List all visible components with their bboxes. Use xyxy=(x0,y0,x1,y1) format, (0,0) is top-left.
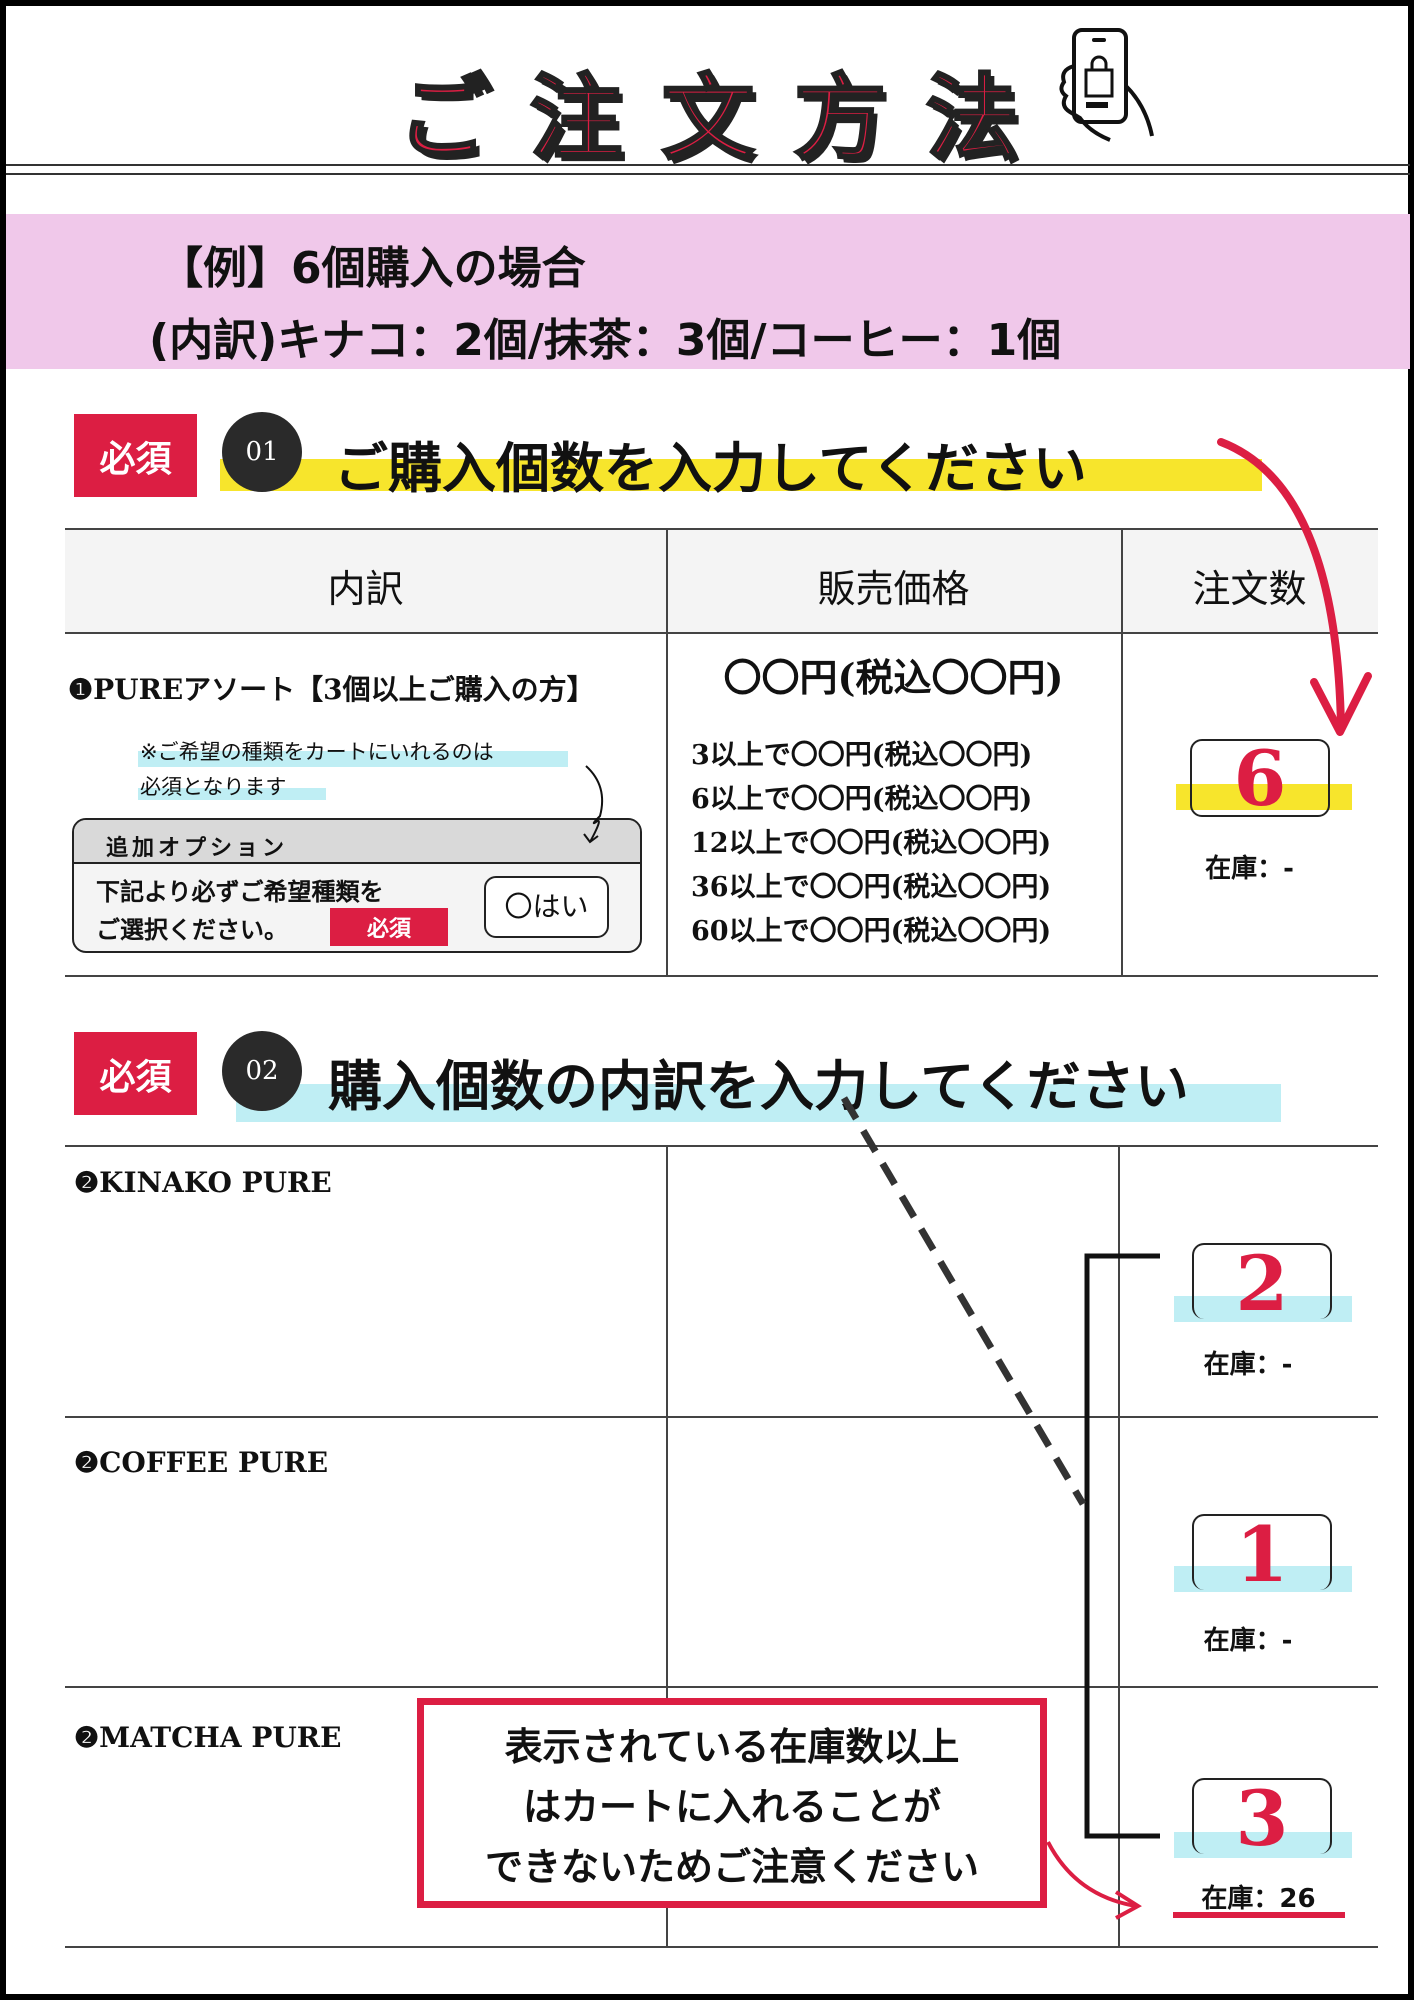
price-tier: 6以上で〇〇円(税込〇〇円) xyxy=(691,784,1033,815)
rule xyxy=(65,1416,1378,1418)
price-tier: 12以上で〇〇円(税込〇〇円) xyxy=(691,828,1052,859)
price-tiers: 3以上で〇〇円(税込〇〇円) 6以上で〇〇円(税込〇〇円) 12以上で〇〇円(税… xyxy=(691,734,1051,954)
red-underline xyxy=(1173,1912,1345,1918)
small-red-arrow-icon xyxy=(1046,1841,1137,1908)
stock-label: 在庫：- xyxy=(1203,1626,1293,1656)
step1-heading: ご購入個数を入力してください xyxy=(334,436,1087,500)
rule xyxy=(65,528,1378,530)
rule xyxy=(666,528,668,976)
quantity-value: 6 xyxy=(1233,734,1287,823)
step-number: 02 xyxy=(222,1031,302,1111)
curly-arrow-icon xyxy=(583,765,604,844)
warning-line: 表示されている在庫数以上 xyxy=(504,1725,960,1769)
red-arrowhead-icon xyxy=(1310,672,1372,736)
quantity-value: 1 xyxy=(1235,1510,1289,1599)
item-pure-assort: ❶PUREアソート【3個以上ご購入の方】 xyxy=(68,673,595,706)
step2-heading: 購入個数の内訳を入力してください xyxy=(328,1054,1189,1118)
price-tier: 60以上で〇〇円(税込〇〇円) xyxy=(691,916,1052,947)
option-text: 下記より必ずご希望種類を xyxy=(96,878,384,906)
stock-label: 在庫：- xyxy=(1203,1350,1293,1380)
quantity-input[interactable] xyxy=(1192,1778,1332,1854)
required-badge: 必須 xyxy=(330,908,448,946)
stock-warning-box: 表示されている在庫数以上 はカートに入れることが できないためご注意ください xyxy=(417,1698,1047,1908)
cyan-highlight xyxy=(138,751,568,767)
quantity-value: 3 xyxy=(1235,1774,1289,1863)
item-coffee: ❷COFFEE PURE xyxy=(74,1446,329,1479)
note-line: 必須となります xyxy=(140,775,287,799)
warning-line: できないためご注意ください xyxy=(484,1845,979,1889)
header-breakdown: 内訳 xyxy=(327,567,404,611)
rule xyxy=(65,632,1378,634)
divider xyxy=(6,164,1410,166)
yellow-highlight xyxy=(220,459,1262,491)
rule xyxy=(65,1145,1378,1147)
quantity-input[interactable] xyxy=(1192,1243,1332,1319)
rule xyxy=(65,1686,1378,1688)
bracket-icon xyxy=(1084,1253,1160,1839)
item-kinako: ❷KINAKO PURE xyxy=(74,1166,332,1199)
smartphone-shopping-bag-icon xyxy=(1059,28,1154,142)
quantity-input[interactable] xyxy=(1192,1514,1332,1590)
note-line: ※ご希望の種類をカートにいれるのは xyxy=(140,740,494,764)
additional-option-box: 追加オプション 下記より必ずご希望種類を ご選択ください。 必須 〇はい xyxy=(72,818,642,953)
price-main: 〇〇円(税込〇〇円) xyxy=(723,655,1064,700)
dashed-connector xyxy=(840,1096,1087,1506)
price-tier: 3以上で〇〇円(税込〇〇円) xyxy=(691,740,1033,771)
required-badge: 必須 xyxy=(74,414,197,497)
table-header xyxy=(65,529,1378,633)
rule xyxy=(1118,1145,1120,1947)
option-header: 追加オプション xyxy=(74,820,640,864)
warning-line: はカートに入れることが xyxy=(522,1785,941,1829)
quantity-value: 2 xyxy=(1235,1239,1289,1328)
header-price: 販売価格 xyxy=(817,567,970,611)
quantity-input[interactable] xyxy=(1190,739,1330,817)
stock-label: 在庫：26 xyxy=(1201,1884,1316,1914)
cyan-highlight xyxy=(236,1084,1281,1122)
example-breakdown: (内訳)キナコ：2個/抹茶：3個/コーヒー：1個 xyxy=(149,315,1062,366)
option-text: ご選択ください。 xyxy=(96,916,288,944)
required-badge: 必須 xyxy=(74,1032,197,1115)
step-number: 01 xyxy=(222,412,302,492)
rule xyxy=(666,1145,668,1947)
page-title: ご注文方法 xyxy=(396,64,1058,174)
example-band xyxy=(6,214,1410,369)
stock-label: 在庫：- xyxy=(1205,854,1294,884)
rule xyxy=(1121,528,1123,976)
price-tier: 36以上で〇〇円(税込〇〇円) xyxy=(691,872,1052,903)
rule xyxy=(65,975,1378,977)
yes-option-button[interactable]: 〇はい xyxy=(484,876,609,938)
rule xyxy=(65,1946,1378,1948)
cyan-highlight xyxy=(138,788,326,800)
example-title: 【例】6個購入の場合 xyxy=(159,243,586,294)
item-matcha: ❷MATCHA PURE xyxy=(74,1721,342,1754)
divider xyxy=(6,173,1410,175)
header-quantity: 注文数 xyxy=(1192,567,1307,611)
